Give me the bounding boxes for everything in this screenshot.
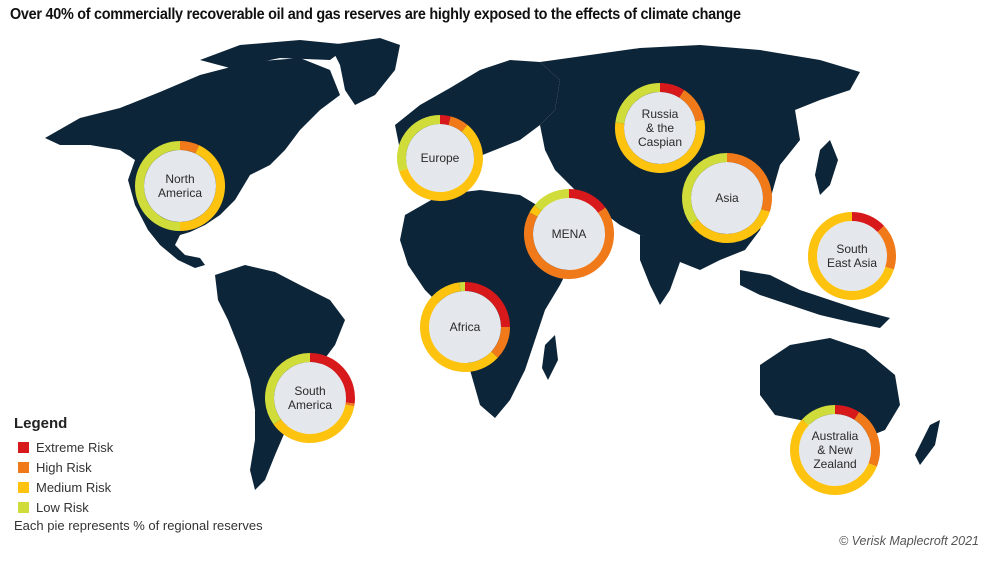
donut-label: MENA [552, 227, 587, 241]
legend-swatch-low [18, 501, 29, 513]
donut-label: East Asia [827, 256, 877, 270]
donut-segment [399, 124, 483, 201]
legend-label: Low Risk [36, 499, 89, 515]
donut-segment [790, 419, 877, 495]
greenland-landmass [330, 38, 400, 105]
donut-segment [529, 205, 542, 217]
donut-segment [726, 153, 772, 212]
donut-segment [682, 153, 728, 225]
donut-label: South [294, 384, 325, 398]
donut-label: Australia [812, 429, 859, 443]
donut-segment [464, 282, 510, 328]
donut-segment [808, 212, 894, 300]
donut-segment [568, 189, 606, 214]
donut-segment [659, 83, 685, 98]
legend-title: Legend [14, 415, 68, 432]
legend-label: High Risk [36, 459, 92, 475]
arctic-islands [200, 40, 350, 68]
donut-segment [615, 119, 705, 173]
australia-landmass [760, 338, 900, 440]
donut-segment [615, 83, 661, 124]
copyright-credit: © Verisk Maplecroft 2021 [838, 534, 979, 548]
donut-segment [534, 189, 570, 212]
donut-mena: MENA [524, 189, 614, 279]
legend-label: Medium Risk [36, 479, 112, 495]
donut-segment [877, 225, 896, 270]
donut-asia: Asia [682, 153, 772, 243]
new-zealand-landmass [915, 420, 940, 465]
donut-europe: Europe [397, 115, 483, 201]
donut-label: Asia [715, 191, 739, 205]
legend-item-low-risk: Low Risk [14, 497, 263, 517]
donut-segment [179, 145, 225, 231]
india-landmass [640, 235, 680, 305]
legend-swatch-high [18, 461, 29, 473]
donut-label: Europe [421, 151, 460, 165]
donut-label: Russia [642, 107, 679, 121]
donut-label: Caspian [638, 135, 682, 149]
donut-segment [524, 207, 614, 279]
donut-segment [854, 412, 880, 467]
legend-item-medium-risk: Medium Risk [14, 477, 263, 497]
donut-segment [802, 405, 836, 426]
legend-item-extreme-risk: Extreme Risk [14, 437, 263, 457]
donut-segment [679, 90, 705, 122]
japan-landmass [815, 140, 838, 195]
donut-segment [834, 405, 860, 420]
southeast-asia-islands [740, 270, 890, 328]
legend-swatch-extreme [18, 441, 29, 453]
donut-label: Africa [450, 320, 481, 334]
donut-segment [439, 115, 451, 126]
legend-item-high-risk: High Risk [14, 457, 263, 477]
legend: Legend Extreme Risk High Risk Medium Ris… [14, 415, 263, 533]
chart-title: Over 40% of commercially recoverable oil… [10, 6, 741, 23]
donut-label: America [288, 398, 332, 412]
legend-label: Extreme Risk [36, 439, 114, 455]
donut-segment [448, 116, 468, 132]
donut-label: & the [646, 121, 674, 135]
donut-segment [690, 208, 770, 243]
donut-segment [397, 115, 441, 172]
donut-segment [179, 141, 200, 154]
donut-segment [491, 326, 510, 358]
donut-label: America [158, 186, 202, 200]
madagascar-landmass [542, 335, 558, 380]
legend-note: Each pie represents % of regional reserv… [14, 518, 263, 533]
donut-label: Zealand [813, 457, 856, 471]
donut-segment [309, 353, 355, 404]
donut-segment [265, 353, 311, 425]
donut-label: South [836, 242, 867, 256]
donut-africa: Africa [420, 281, 510, 372]
donut-segment [273, 404, 355, 443]
donut-segment [135, 141, 181, 231]
donut-segment [851, 212, 885, 233]
donut-segment [420, 282, 498, 372]
donut-label: North [165, 172, 194, 186]
legend-swatch-medium [18, 481, 29, 493]
donut-label: & New [817, 443, 853, 457]
asia-landmass [540, 45, 860, 270]
